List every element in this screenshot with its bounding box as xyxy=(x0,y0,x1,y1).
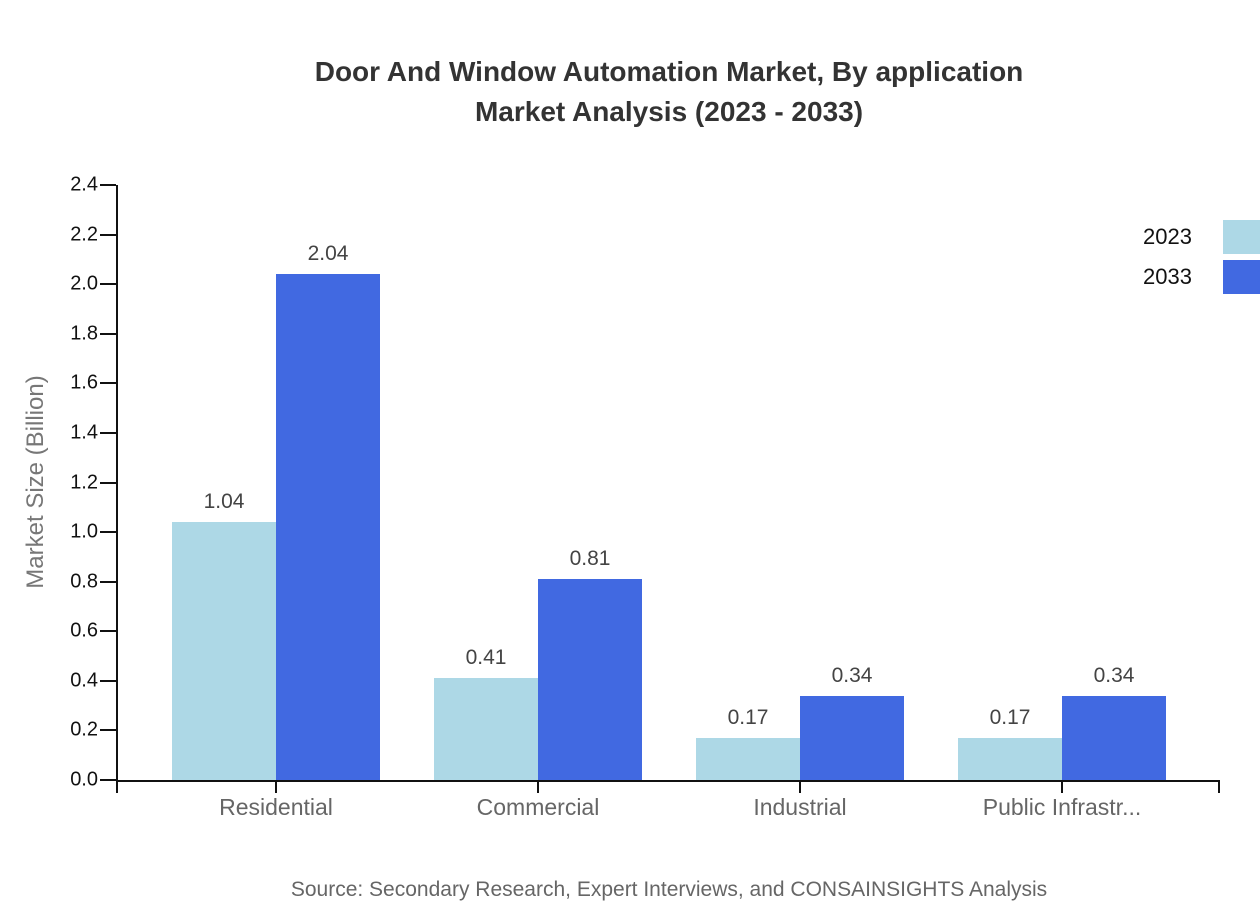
bar-value-label: 0.34 xyxy=(1093,663,1135,687)
bar-value-label: 0.34 xyxy=(831,663,873,687)
x-tick xyxy=(275,780,277,793)
chart-title: Door And Window Automation Market, By ap… xyxy=(118,52,1220,132)
y-tick xyxy=(100,779,116,781)
legend-label-2023: 2023 xyxy=(1143,224,1192,249)
y-tick xyxy=(100,283,116,286)
legend-swatch-2023 xyxy=(1223,220,1260,254)
chart-title-line2: Market Analysis (2023 - 2033) xyxy=(474,96,864,127)
bar-2033-commercial: 0.81 xyxy=(538,547,642,780)
y-tick-label: 0.0 xyxy=(70,768,98,791)
y-tick xyxy=(100,431,116,434)
x-tick xyxy=(1061,780,1063,793)
y-tick xyxy=(100,729,116,732)
bar-value-label: 1.04 xyxy=(203,490,245,514)
plot-area: 1.04 2.04 Residential 0.41 0.81 Commercial 0.1… xyxy=(70,174,1220,820)
bar-group-public-infrastr: 0.17 0.34 Public Infrastr... xyxy=(958,185,1166,820)
bar-2033-public-infrastr: 0.34 xyxy=(1062,664,1166,780)
legend-item-2033: 2033 xyxy=(1143,260,1260,294)
bar-value-label: 0.17 xyxy=(727,705,769,729)
y-tick-label: 1.6 xyxy=(70,371,98,394)
bar-value-label: 0.17 xyxy=(989,705,1031,729)
y-tick xyxy=(100,184,116,186)
x-tick xyxy=(537,780,539,793)
x-tick xyxy=(799,780,801,793)
bar-group-commercial: 0.41 0.81 Commercial xyxy=(434,185,642,820)
y-tick xyxy=(100,332,116,335)
bar-groups: 1.04 2.04 Residential 0.41 0.81 Commercial 0.1… xyxy=(118,185,1220,820)
x-category-label: Residential xyxy=(219,794,333,820)
x-category-label: Commercial xyxy=(476,794,600,820)
x-axis-end-tick xyxy=(1218,780,1220,793)
bar-2023-residential: 1.04 xyxy=(172,490,276,780)
legend: 2023 2033 xyxy=(1143,220,1260,294)
y-tick xyxy=(100,233,116,236)
y-tick-label: 2.2 xyxy=(70,223,98,246)
y-tick-label: 0.4 xyxy=(70,669,98,692)
x-category-label: Public Infrastr... xyxy=(982,794,1142,820)
bar-2023-public-infrastr: 0.17 xyxy=(958,706,1062,780)
bar-group-industrial: 0.17 0.34 Industrial xyxy=(696,185,904,820)
y-tick-label: 2.0 xyxy=(70,272,98,295)
y-tick xyxy=(100,531,116,534)
y-tick xyxy=(100,679,116,682)
legend-item-2023: 2023 xyxy=(1143,220,1260,254)
y-axis-title: Market Size (Billion) xyxy=(22,375,49,589)
y-tick-label: 1.4 xyxy=(70,421,98,444)
y-tick xyxy=(100,481,116,484)
legend-label-2033: 2033 xyxy=(1143,264,1192,289)
bar-2023-industrial: 0.17 xyxy=(696,706,800,780)
y-tick-label: 0.8 xyxy=(70,570,98,593)
bar-2023-commercial: 0.41 xyxy=(434,646,538,780)
y-tick-label: 0.6 xyxy=(70,619,98,642)
y-tick-label: 1.2 xyxy=(70,471,98,493)
bar-value-label: 0.41 xyxy=(465,646,507,670)
y-tick-label: 0.2 xyxy=(70,718,98,741)
chart-title-line1: Door And Window Automation Market, By ap… xyxy=(314,56,1024,87)
y-tick xyxy=(100,630,116,633)
bar-value-label: 0.81 xyxy=(569,547,611,571)
y-tick-label: 1.0 xyxy=(70,520,98,543)
source-note: Source: Secondary Research, Expert Inter… xyxy=(290,878,1048,901)
bar-2033-industrial: 0.34 xyxy=(800,664,904,780)
y-tick xyxy=(100,382,116,385)
bar-group-residential: 1.04 2.04 Residential xyxy=(172,185,380,820)
y-tick xyxy=(100,580,116,583)
x-axis-corner-tick xyxy=(116,780,118,793)
y-tick-label: 2.4 xyxy=(70,173,98,196)
x-category-label: Industrial xyxy=(753,794,847,820)
bar-value-label: 2.04 xyxy=(307,242,349,266)
legend-swatch-2033 xyxy=(1223,260,1260,294)
y-tick-label: 1.8 xyxy=(70,322,98,345)
bar-2033-residential: 2.04 xyxy=(276,242,380,780)
